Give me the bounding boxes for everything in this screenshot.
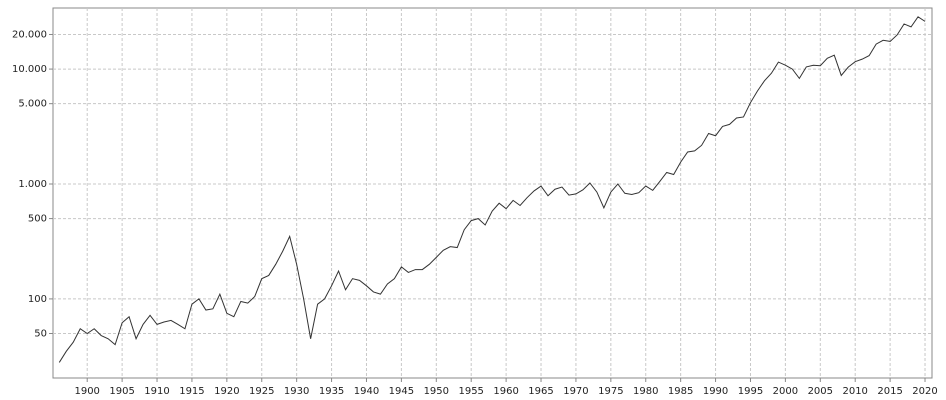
x-tick-label: 1910	[144, 386, 169, 397]
x-tick-label: 1900	[74, 386, 99, 397]
x-tick-label: 1975	[598, 386, 623, 397]
line	[58, 16, 926, 363]
x-tick-label: 1960	[493, 386, 518, 397]
x-tick-label: 1940	[354, 386, 379, 397]
x-tick-label: 1945	[389, 386, 414, 397]
x-tick-label: 2005	[808, 386, 833, 397]
x-tick-label: 1930	[284, 386, 309, 397]
x-tick-label: 1955	[458, 386, 483, 397]
x-tick-label: 1965	[528, 386, 553, 397]
y-tick-label: 5.000	[18, 99, 47, 110]
x-tick-label: 1920	[214, 386, 239, 397]
y-tick-label: 100	[28, 294, 47, 305]
x-tick-label: 2015	[877, 386, 902, 397]
x-tick-label: 2020	[912, 386, 937, 397]
x-tick-label: 1970	[563, 386, 588, 397]
x-tick-label: 1935	[319, 386, 344, 397]
x-tick-label: 2000	[773, 386, 798, 397]
x-tick-label: 1905	[109, 386, 134, 397]
x-tick-label: 1950	[424, 386, 449, 397]
x-tick-label: 1990	[703, 386, 728, 397]
x-tick-label: 2010	[842, 386, 867, 397]
plot-frame	[52, 7, 933, 379]
y-tick-label: 20.000	[12, 29, 47, 40]
y-tick-label: 10.000	[12, 64, 47, 75]
y-tick-label: 50	[34, 329, 47, 340]
x-tick-label: 1915	[179, 386, 204, 397]
y-tick-label: 1.000	[18, 179, 47, 190]
x-tick-label: 1985	[668, 386, 693, 397]
x-tick-label: 1925	[249, 386, 274, 397]
y-tick-label: 500	[28, 214, 47, 225]
x-tick-label: 1995	[738, 386, 763, 397]
x-tick-label: 1980	[633, 386, 658, 397]
